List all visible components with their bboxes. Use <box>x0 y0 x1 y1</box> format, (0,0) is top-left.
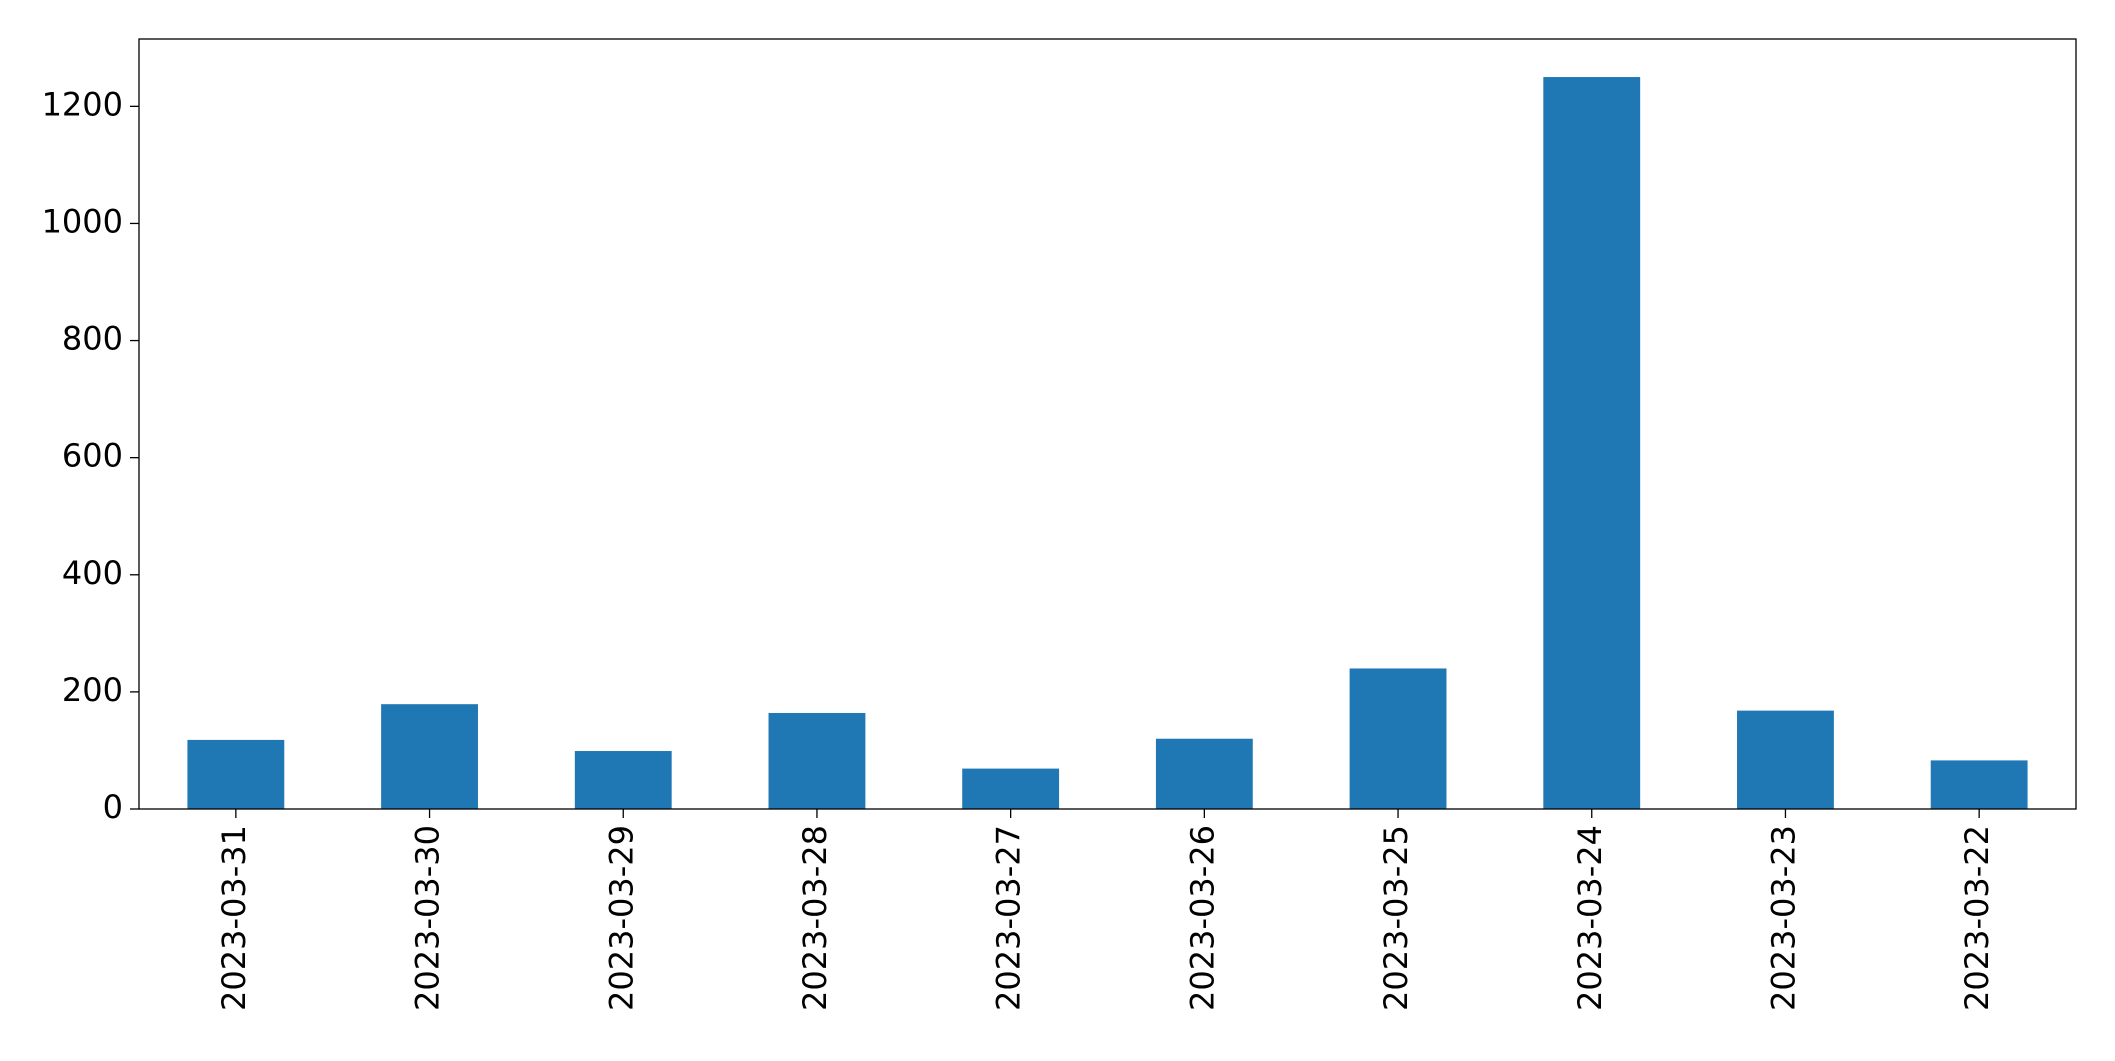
y-tick-label: 1200 <box>42 85 123 123</box>
x-tick-label: 2023-03-27 <box>990 825 1028 1011</box>
y-tick-label: 0 <box>103 788 123 826</box>
plot-frame <box>138 38 2077 810</box>
bar <box>1155 738 1253 809</box>
y-tick-label: 200 <box>62 671 123 709</box>
bar <box>1930 760 2028 809</box>
bar <box>1737 710 1834 809</box>
y-tick-label: 800 <box>62 320 123 358</box>
x-tick-label: 2023-03-26 <box>1183 825 1221 1011</box>
y-tick-label: 400 <box>62 554 123 592</box>
y-tick-label: 1000 <box>42 202 123 240</box>
x-tick-label: 2023-03-24 <box>1571 825 1609 1011</box>
x-tick-label: 2023-03-31 <box>215 825 253 1011</box>
x-tick-label: 2023-03-22 <box>1958 825 1996 1011</box>
bar <box>187 739 285 809</box>
x-tick-label: 2023-03-29 <box>602 825 640 1011</box>
bar <box>768 712 866 809</box>
bar <box>962 768 1060 809</box>
x-tick-label: 2023-03-28 <box>796 825 834 1011</box>
bar <box>1543 77 1641 809</box>
x-tick-label: 2023-03-25 <box>1377 825 1415 1011</box>
bar <box>1349 668 1447 809</box>
x-tick-label: 2023-03-23 <box>1764 825 1802 1011</box>
bar <box>381 704 478 809</box>
bar <box>574 751 672 809</box>
x-tick-label: 2023-03-30 <box>409 825 447 1011</box>
y-tick-label: 600 <box>62 437 123 475</box>
